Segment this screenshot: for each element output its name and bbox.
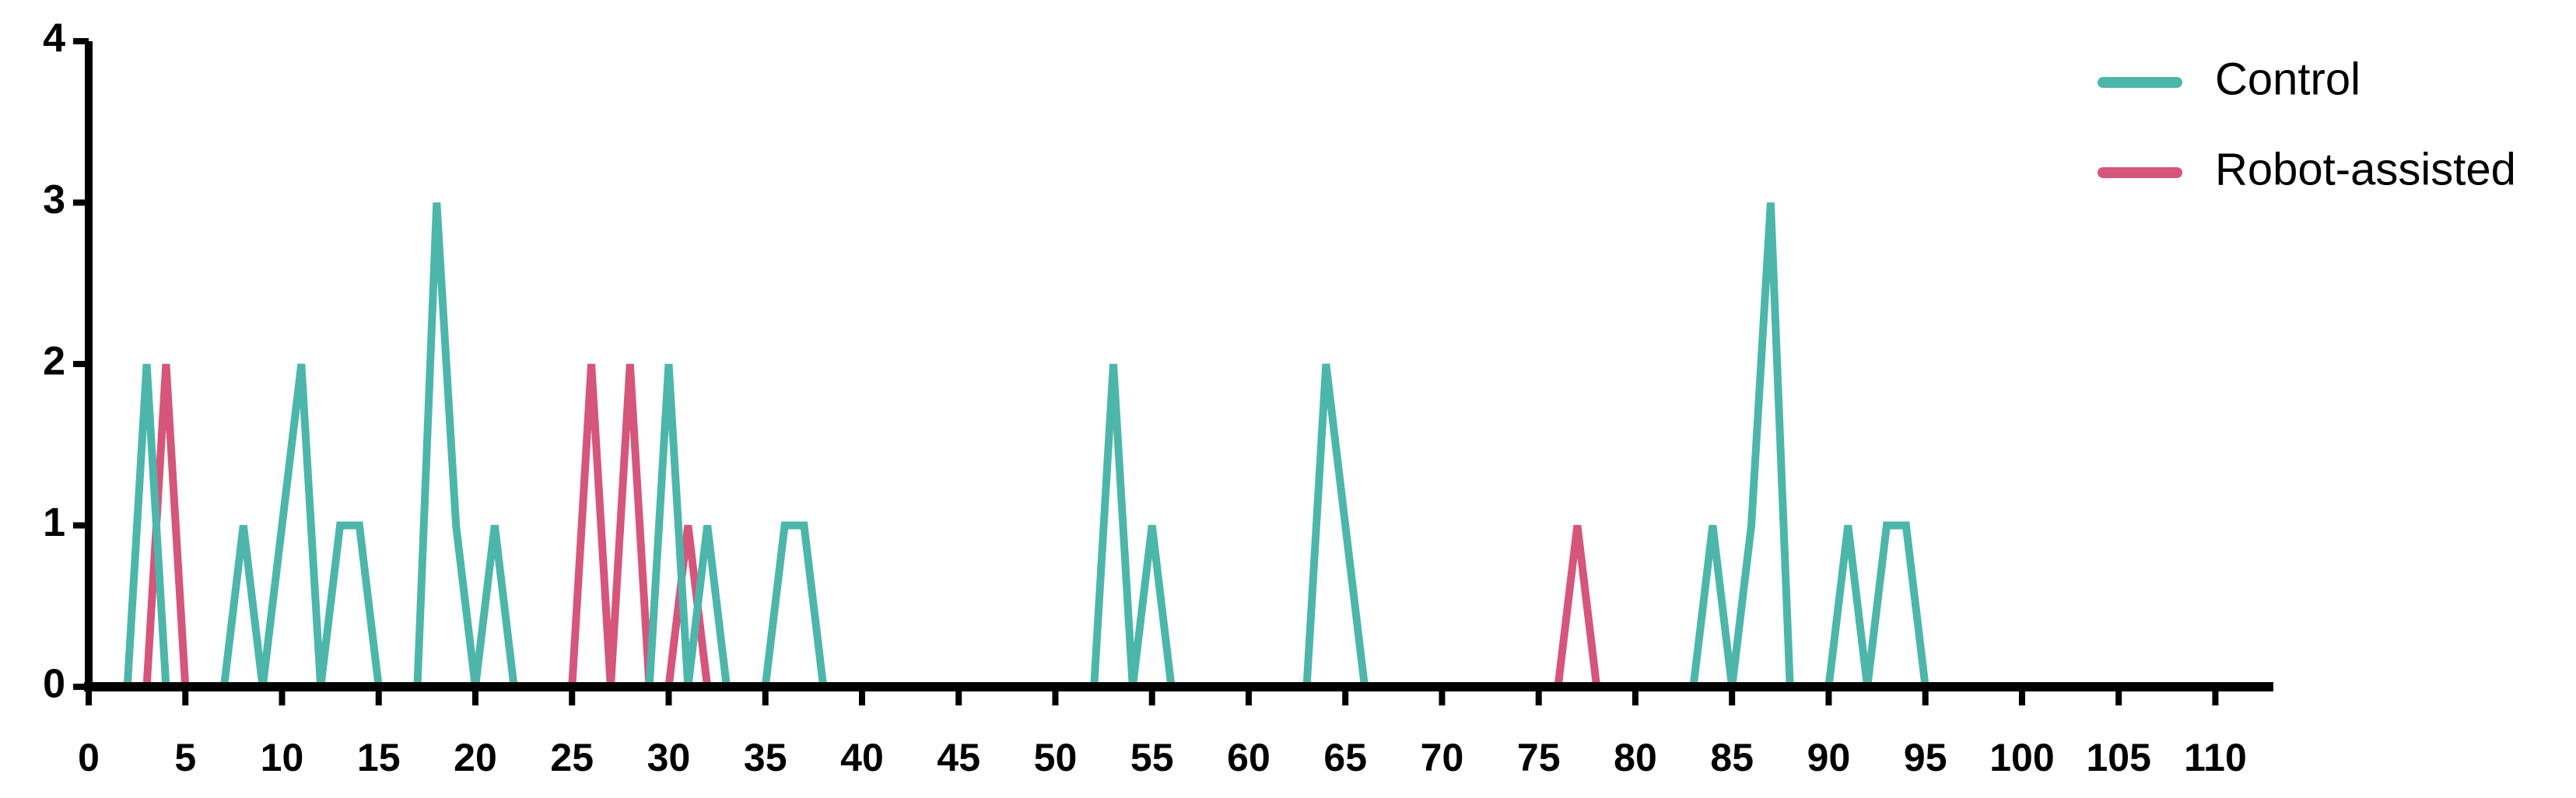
x-tick-label: 85: [1710, 736, 1754, 779]
y-tick-label: 1: [43, 500, 65, 545]
x-tick-label: 95: [1904, 736, 1947, 779]
x-tick-label: 40: [840, 736, 884, 779]
y-tick-label: 0: [43, 662, 65, 707]
x-tick-label: 50: [1034, 736, 1078, 779]
x-tick-label: 10: [261, 736, 304, 779]
x-tick-label: 25: [550, 736, 594, 779]
x-tick-label: 45: [937, 736, 980, 779]
x-tick-label: 75: [1517, 736, 1561, 779]
x-tick-label: 90: [1807, 736, 1851, 779]
x-tick-label: 15: [357, 736, 401, 779]
y-tick-label: 4: [43, 16, 65, 61]
x-tick-label: 20: [454, 736, 497, 779]
legend-label: Control: [2215, 54, 2360, 104]
x-tick-label: 105: [2086, 736, 2150, 779]
x-tick-label: 70: [1421, 736, 1464, 779]
y-tick-label: 2: [43, 339, 65, 384]
series-line: [107, 202, 2255, 691]
x-tick-label: 100: [1989, 736, 2054, 779]
x-tick-label: 60: [1227, 736, 1270, 779]
x-tick-label: 80: [1614, 736, 1657, 779]
y-tick-label: 3: [43, 177, 65, 222]
x-tick-label: 30: [647, 736, 691, 779]
x-tick-label: 5: [174, 736, 196, 779]
x-tick-label: 65: [1323, 736, 1367, 779]
legend-label: Robot-assisted: [2215, 144, 2516, 194]
x-tick-label: 110: [2184, 736, 2247, 779]
x-tick-label: 0: [78, 736, 100, 779]
x-tick-label: 35: [744, 736, 787, 779]
x-tick-label: 55: [1130, 736, 1174, 779]
